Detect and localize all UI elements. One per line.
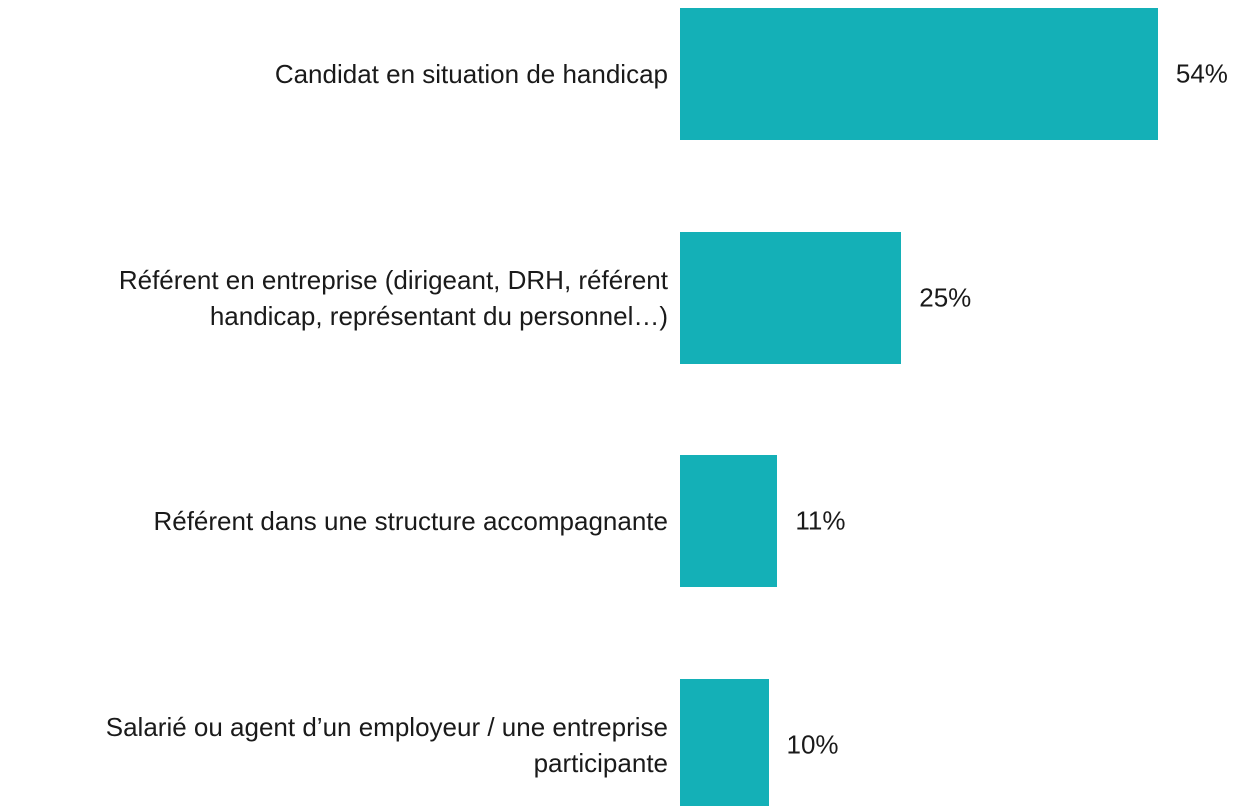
category-label: Référent en entreprise (dirigeant, DRH, … <box>118 264 668 331</box>
bar <box>680 8 1158 140</box>
value-label: 54% <box>1175 58 1228 89</box>
value-label: 10% <box>786 729 839 759</box>
bar <box>680 231 902 364</box>
value-label: 25% <box>919 282 972 312</box>
category-label: Salarié ou agent d’un employeur / une en… <box>105 711 668 778</box>
bar <box>680 455 778 587</box>
category-label: Candidat en situation de handicap <box>274 59 668 89</box>
value-label: 11% <box>795 505 846 536</box>
bar <box>680 678 769 806</box>
category-label: Référent dans une structure accompagnant… <box>153 506 668 536</box>
